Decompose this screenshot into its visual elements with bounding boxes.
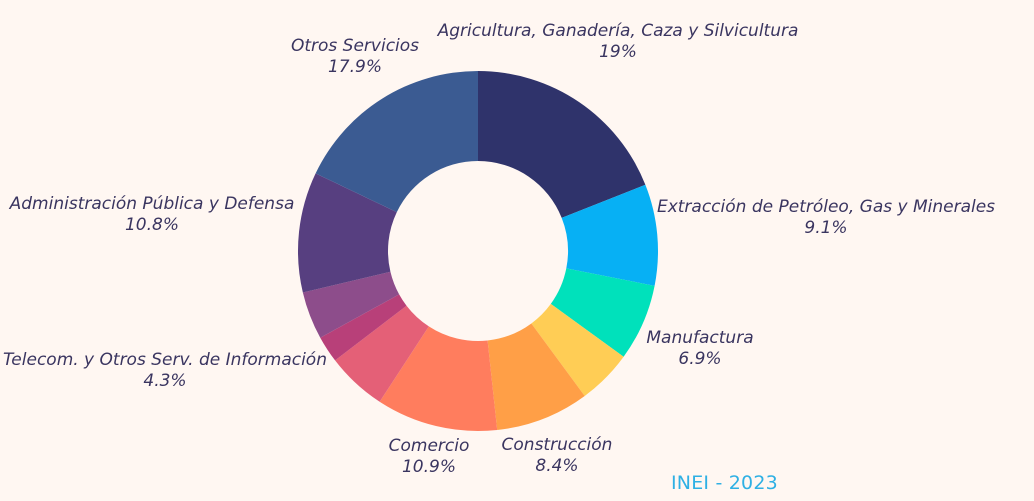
- label-extraccion-value: 9.1%: [804, 218, 848, 238]
- slice-construccion: [487, 323, 585, 430]
- label-telecom: Telecom. y Otros Serv. de Información 4.…: [3, 350, 327, 392]
- label-manufactura-name: Manufactura: [646, 328, 754, 348]
- label-manufactura: Manufactura 6.9%: [646, 328, 753, 370]
- label-construccion-value: 8.4%: [535, 456, 579, 476]
- label-comercio-value: 10.9%: [401, 457, 456, 477]
- label-extraccion-name: Extracción de Petróleo, Gas y Minerales: [656, 197, 996, 217]
- label-telecom-name: Telecom. y Otros Serv. de Información: [3, 350, 327, 370]
- slice-otros: [315, 71, 478, 213]
- label-comercio: Comercio 10.9%: [389, 436, 470, 478]
- slice-electricidad: [531, 303, 624, 396]
- label-otros: Otros Servicios 17.9%: [291, 36, 419, 78]
- label-agricultura-value: 19%: [599, 42, 637, 62]
- source-credit: INEI - 2023: [671, 472, 778, 494]
- slice-transporte: [335, 305, 429, 402]
- slice-alojamiento: [320, 294, 407, 361]
- label-otros-name: Otros Servicios: [290, 36, 420, 56]
- slice-manufactura: [550, 268, 655, 357]
- label-administracion-name: Administración Pública y Defensa: [9, 194, 295, 214]
- slice-comercio: [379, 326, 498, 432]
- label-construccion-name: Construcción: [501, 435, 613, 455]
- label-administracion: Administración Pública y Defensa 10.8%: [10, 194, 295, 236]
- slice-agricultura: [478, 71, 646, 218]
- label-extraccion: Extracción de Petróleo, Gas y Minerales …: [657, 197, 995, 239]
- label-agricultura-name: Agricultura, Ganadería, Caza y Silvicult…: [437, 21, 799, 41]
- label-construccion: Construcción 8.4%: [502, 435, 613, 477]
- label-otros-value: 17.9%: [327, 57, 382, 77]
- slice-telecom: [302, 271, 400, 338]
- label-comercio-name: Comercio: [388, 436, 470, 456]
- slice-administracion: [298, 173, 397, 293]
- label-telecom-value: 4.3%: [143, 371, 187, 391]
- label-manufactura-value: 6.9%: [678, 349, 722, 369]
- label-agricultura: Agricultura, Ganadería, Caza y Silvicult…: [438, 21, 799, 63]
- label-administracion-value: 10.8%: [124, 215, 179, 235]
- slice-extraccion: [561, 184, 658, 286]
